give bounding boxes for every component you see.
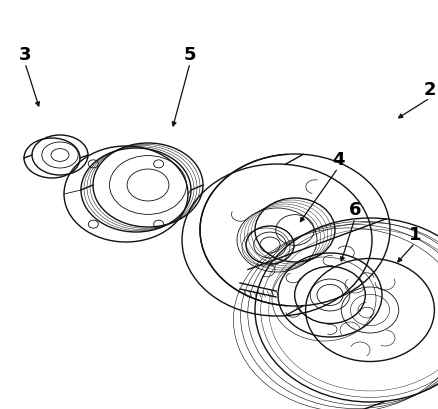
Text: 4: 4 bbox=[332, 151, 344, 169]
Text: 1: 1 bbox=[409, 226, 421, 244]
Text: 5: 5 bbox=[184, 46, 196, 64]
Text: 3: 3 bbox=[19, 46, 31, 64]
Text: 2: 2 bbox=[424, 81, 436, 99]
Text: 6: 6 bbox=[349, 201, 361, 219]
